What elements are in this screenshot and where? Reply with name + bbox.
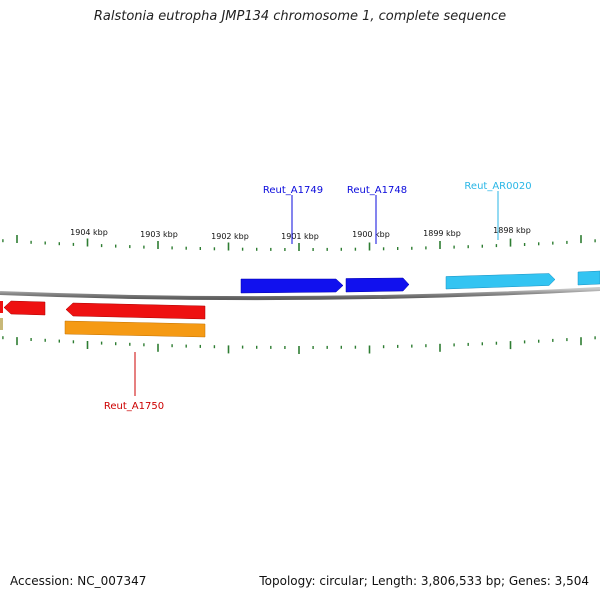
- gene-left-reverse[interactable]: [3, 300, 46, 316]
- reverse-strand-genes: [0, 300, 206, 338]
- minor-feature[interactable]: [0, 318, 3, 330]
- scale-label: 1904 kbp: [70, 228, 108, 237]
- gene-reut-a1750[interactable]: [65, 302, 206, 320]
- scale-label: 1901 kbp: [281, 232, 319, 241]
- gene-reut-a1749[interactable]: [240, 278, 344, 294]
- gene-label-reut-a1750[interactable]: Reut_A1750: [104, 401, 164, 412]
- scale-label: 1899 kbp: [423, 229, 461, 238]
- gene-label-connectors: [134, 191, 499, 396]
- scale-label: 1898 kbp: [493, 226, 531, 235]
- gene-reut-ar0020[interactable]: [445, 273, 556, 290]
- gene-partial-right[interactable]: [577, 270, 600, 286]
- gene-label-reut-a1749[interactable]: Reut_A1749: [263, 185, 323, 196]
- gene-partial-left[interactable]: [0, 301, 3, 313]
- gene-orange-reverse[interactable]: [64, 320, 206, 338]
- accession-text: Accession: NC_007347: [10, 574, 147, 588]
- gene-labels: Reut_A1749 Reut_A1748 Reut_AR0020 Reut_A…: [104, 181, 532, 412]
- map-title: Ralstonia eutropha JMP134 chromosome 1, …: [93, 9, 507, 24]
- gene-label-reut-ar0020[interactable]: Reut_AR0020: [464, 181, 531, 192]
- genome-summary-text: Topology: circular; Length: 3,806,533 bp…: [259, 574, 589, 588]
- forward-strand-genes: [240, 270, 600, 294]
- outer-scale-ticks: [2, 235, 596, 251]
- scale-label: 1903 kbp: [140, 230, 178, 239]
- gene-reut-a1748[interactable]: [345, 277, 410, 293]
- inner-scale-ticks: [2, 336, 596, 354]
- scale-label: 1900 kbp: [352, 230, 390, 239]
- gene-label-reut-a1748[interactable]: Reut_A1748: [347, 185, 407, 196]
- scale-label: 1902 kbp: [211, 232, 249, 241]
- chromosome-backbone: [0, 287, 600, 301]
- scale-labels: 1904 kbp 1903 kbp 1902 kbp 1901 kbp 1900…: [70, 226, 531, 241]
